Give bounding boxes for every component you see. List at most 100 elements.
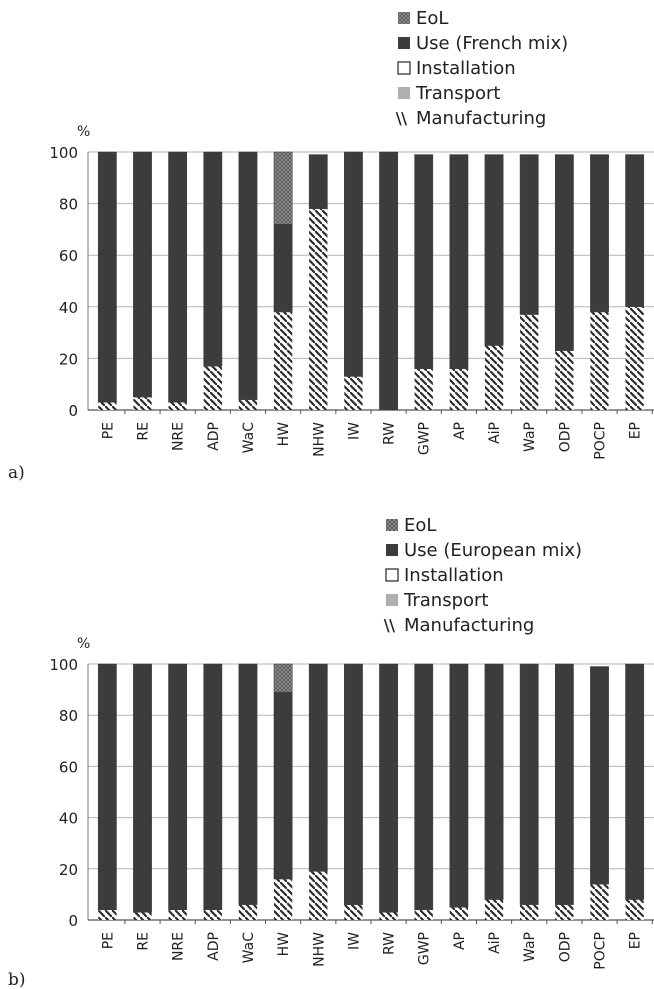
x-tick-label: ADP <box>206 422 222 451</box>
legend-item: ⧵⧵ Manufacturing <box>383 615 534 637</box>
bar-use-iw <box>344 664 362 905</box>
legend: EoL Use (French mix) Installation Transport… <box>395 8 568 130</box>
y-tick-label: 100 <box>49 144 78 162</box>
x-tick-label: NRE <box>171 422 187 451</box>
x-tick-label: RE <box>135 422 151 441</box>
legend-swatch <box>398 37 410 49</box>
x-tick-label: GWP <box>417 422 433 455</box>
bar-manufacturing-iw <box>344 905 362 920</box>
x-tick-label: EP <box>628 422 644 439</box>
legend-label: Transport <box>403 590 488 611</box>
y-tick-label: 0 <box>68 402 78 420</box>
x-tick-label: AiP <box>487 932 503 954</box>
legend-swatch <box>398 62 410 74</box>
x-tick-label: AiP <box>487 422 503 444</box>
bar-use-re <box>133 664 151 912</box>
bar-manufacturing-gwp <box>415 910 433 920</box>
bar-manufacturing-pe <box>98 402 116 410</box>
bar-use-pe <box>98 664 116 910</box>
legend-label: Manufacturing <box>416 108 546 129</box>
bar-use-iw <box>344 152 362 376</box>
bar-manufacturing-wac <box>239 905 257 920</box>
bar-eol-hw <box>274 664 292 692</box>
bar-use-hw <box>274 224 292 312</box>
bar-manufacturing-wap <box>520 905 538 920</box>
bar-use-nhw <box>309 155 327 209</box>
bar-manufacturing-ap <box>450 369 468 410</box>
panel-label: b) <box>8 970 26 989</box>
legend-swatch-hatch: ⧵⧵ <box>395 110 407 130</box>
y-tick-label: 40 <box>59 299 78 317</box>
bar-use-aip <box>485 664 503 900</box>
legend-item: Transport <box>398 83 500 104</box>
y-unit-label: % <box>77 124 90 140</box>
bar-manufacturing-adp <box>204 366 222 410</box>
bar-manufacturing-ep <box>626 307 644 410</box>
legend-label: Transport <box>415 83 500 104</box>
bar-manufacturing-aip <box>485 900 503 920</box>
bar-use-wac <box>239 664 257 905</box>
bar-manufacturing-wap <box>520 315 538 410</box>
bar-manufacturing-aip <box>485 346 503 411</box>
bar-use-ep <box>626 664 644 900</box>
y-unit-label: % <box>77 636 90 652</box>
bar-manufacturing-ap <box>450 907 468 920</box>
bar-use-rw <box>379 152 397 410</box>
bar-use-nhw <box>309 664 327 871</box>
legend-label: Installation <box>416 58 516 79</box>
bar-use-pe <box>98 152 116 402</box>
bar-manufacturing-nhw <box>309 209 327 410</box>
x-tick-label: RW <box>382 422 398 445</box>
bar-manufacturing-iw <box>344 376 362 410</box>
bar-use-rw <box>379 664 397 912</box>
bar-eol-hw <box>274 152 292 224</box>
legend-item: Use (French mix) <box>398 33 568 54</box>
bar-use-ep <box>626 155 644 307</box>
legend-swatch <box>386 544 398 556</box>
bar-manufacturing-odp <box>555 905 573 920</box>
legend: EoL Use (European mix) Installation Transpo… <box>383 515 582 637</box>
bar-manufacturing-re <box>133 397 151 410</box>
panel-label: a) <box>8 463 25 483</box>
bar-manufacturing-odp <box>555 351 573 410</box>
bar-use-nre <box>169 152 187 402</box>
legend-swatch <box>386 594 398 606</box>
x-tick-label: NHW <box>311 422 327 457</box>
y-tick-label: 20 <box>59 861 78 879</box>
legend-item: Installation <box>386 565 504 586</box>
legend-label: Use (French mix) <box>416 33 568 54</box>
bar-use-hw <box>274 692 292 879</box>
bar-use-wac <box>239 152 257 400</box>
legend-item: EoL <box>386 515 436 536</box>
y-tick-label: 60 <box>59 758 78 776</box>
legend-swatch <box>386 569 398 581</box>
bar-use-wap <box>520 155 538 315</box>
legend-label: Use (European mix) <box>404 540 582 561</box>
legend-swatch <box>386 519 398 531</box>
x-tick-label: ODP <box>557 932 573 962</box>
y-tick-label: 80 <box>59 707 78 725</box>
x-tick-label: IW <box>346 422 362 440</box>
x-tick-label: RE <box>135 932 151 951</box>
legend-item: Installation <box>398 58 516 79</box>
y-tick-label: 40 <box>59 810 78 828</box>
x-tick-label: GWP <box>417 932 433 965</box>
bar-use-gwp <box>415 664 433 910</box>
bar-use-gwp <box>415 155 433 369</box>
bar-use-ap <box>450 664 468 907</box>
bar-use-aip <box>485 155 503 346</box>
bar-use-re <box>133 152 151 397</box>
x-tick-label: EP <box>628 932 644 949</box>
x-tick-label: POCP <box>593 932 609 970</box>
x-tick-label: IW <box>346 932 362 950</box>
legend-swatch-hatch: ⧵⧵ <box>383 617 395 637</box>
x-tick-label: ODP <box>557 422 573 452</box>
legend-swatch <box>398 12 410 24</box>
bar-manufacturing-nre <box>169 402 187 410</box>
bar-use-adp <box>204 664 222 910</box>
bar-manufacturing-wac <box>239 400 257 410</box>
y-tick-label: 80 <box>59 196 78 214</box>
x-tick-label: WaP <box>522 422 538 452</box>
bar-manufacturing-nre <box>169 910 187 920</box>
bar-use-ap <box>450 155 468 369</box>
